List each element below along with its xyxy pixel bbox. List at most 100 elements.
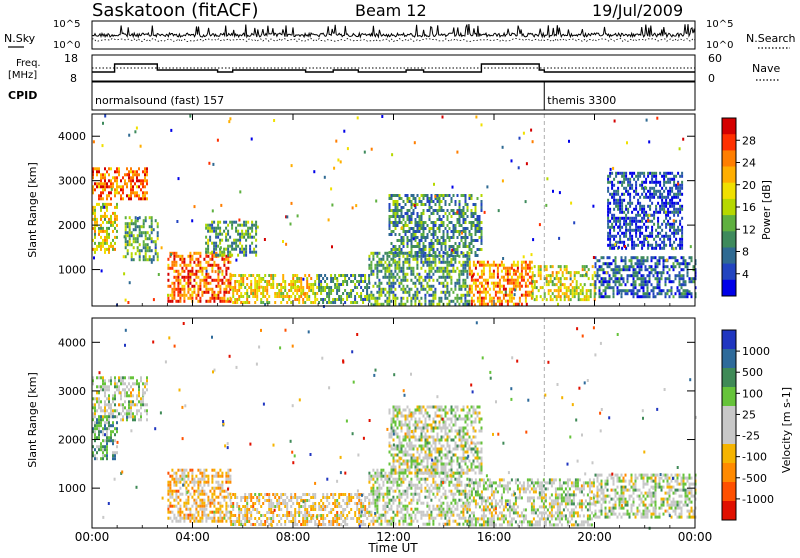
heatmap-cell xyxy=(169,487,171,490)
heatmap-cell xyxy=(179,517,181,520)
heatmap-cell xyxy=(342,298,344,301)
heatmap-cell xyxy=(623,268,625,271)
heatmap-cell xyxy=(665,295,667,298)
heatmap-cell xyxy=(411,242,413,245)
heatmap-cell xyxy=(314,505,316,508)
heatmap-cell xyxy=(452,270,454,273)
heatmap-cell xyxy=(171,478,173,481)
heatmap-cell xyxy=(167,490,169,493)
heatmap-cell xyxy=(410,303,412,306)
heatmap-cell xyxy=(485,264,487,267)
heatmap-cell xyxy=(104,406,106,409)
heatmap-cell xyxy=(96,451,98,454)
heatmap-cell xyxy=(410,300,412,303)
heatmap-cell xyxy=(197,285,199,288)
heatmap-cell xyxy=(217,475,219,478)
heatmap-cell xyxy=(603,295,605,298)
heatmap-cell xyxy=(629,265,631,268)
heatmap-cell xyxy=(669,289,671,292)
heatmap-cell xyxy=(471,242,473,245)
heatmap-cell xyxy=(173,490,175,493)
heatmap-cell xyxy=(443,224,445,227)
heatmap-cell xyxy=(215,511,217,514)
heatmap-cell xyxy=(649,208,651,211)
heatmap-cell xyxy=(300,289,302,292)
heatmap-cell xyxy=(106,409,108,412)
heatmap-cell xyxy=(511,300,513,303)
heatmap-cell xyxy=(187,276,189,279)
heatmap-cell xyxy=(389,203,391,206)
heatmap-cell xyxy=(641,256,643,259)
heatmap-cell xyxy=(215,270,217,273)
heatmap-cell xyxy=(643,196,645,199)
heatmap-cell xyxy=(169,484,171,487)
heatmap-cell xyxy=(185,276,187,279)
heatmap-cell xyxy=(120,185,122,188)
heatmap-cell xyxy=(625,223,627,226)
heatmap-cell xyxy=(594,271,596,274)
heatmap-cell xyxy=(356,280,358,283)
heatmap-cell xyxy=(306,499,308,502)
heatmap-cell xyxy=(368,286,370,289)
heatmap-cell xyxy=(354,295,356,298)
heatmap-cell xyxy=(199,270,201,273)
heatmap-cell xyxy=(450,264,452,267)
heatmap-cell xyxy=(175,252,177,255)
heatmap-cell xyxy=(613,295,615,298)
heatmap-cell xyxy=(629,226,631,229)
heatmap-cell xyxy=(138,388,140,391)
heatmap-cell xyxy=(509,279,511,282)
heatmap-cell xyxy=(643,286,645,289)
heatmap-cell xyxy=(205,248,207,251)
heatmap-cell xyxy=(459,242,461,245)
heatmap-cell xyxy=(641,262,643,265)
heatmap-cell xyxy=(104,182,106,185)
heatmap-cell xyxy=(449,236,451,239)
heatmap-cell xyxy=(146,379,148,382)
heatmap-cell xyxy=(249,248,251,251)
heatmap-cell xyxy=(469,261,471,264)
heatmap-cell xyxy=(458,303,460,306)
heatmap-cell xyxy=(425,194,427,197)
heatmap-cell xyxy=(270,505,272,508)
heatmap-cell xyxy=(386,255,388,258)
heatmap-cell xyxy=(429,227,431,230)
heatmap-cell xyxy=(442,261,444,264)
heatmap-cell xyxy=(136,176,138,179)
heatmap-cell xyxy=(528,294,530,297)
heatmap-cell xyxy=(657,292,659,295)
heatmap-cell xyxy=(653,172,655,175)
heatmap-cell xyxy=(346,280,348,283)
heatmap-cell xyxy=(411,248,413,251)
heatmap-cell xyxy=(320,499,322,502)
heatmap-cell xyxy=(94,424,96,427)
heatmap-cell xyxy=(513,261,515,264)
heatmap-cell xyxy=(558,280,560,283)
heatmap-cell xyxy=(104,242,106,245)
heatmap-cell xyxy=(179,499,181,502)
heatmap-cell xyxy=(239,233,241,236)
heatmap-cell xyxy=(434,294,436,297)
heatmap-cell xyxy=(258,493,260,496)
heatmap-cell xyxy=(645,214,647,217)
heatmap-cell xyxy=(378,288,380,291)
heatmap-cell xyxy=(167,508,169,511)
heatmap-cell xyxy=(529,267,531,270)
heatmap-cell xyxy=(473,212,475,215)
heatmap-cell xyxy=(245,221,247,224)
heatmap-cell xyxy=(98,400,100,403)
heatmap-cell xyxy=(94,167,96,170)
heatmap-cell xyxy=(477,285,479,288)
heatmap-cell xyxy=(426,273,428,276)
heatmap-cell xyxy=(371,148,373,151)
heatmap-cell xyxy=(655,241,657,244)
heatmap-cell xyxy=(187,255,189,258)
heatmap-cell xyxy=(260,520,262,523)
heatmap-cell xyxy=(414,141,416,144)
heatmap-cell xyxy=(447,236,449,239)
heatmap-cell xyxy=(566,292,568,295)
heatmap-cell xyxy=(274,496,276,499)
heatmap-cell xyxy=(318,514,320,517)
heatmap-cell xyxy=(98,194,100,197)
heatmap-cell xyxy=(246,508,248,511)
